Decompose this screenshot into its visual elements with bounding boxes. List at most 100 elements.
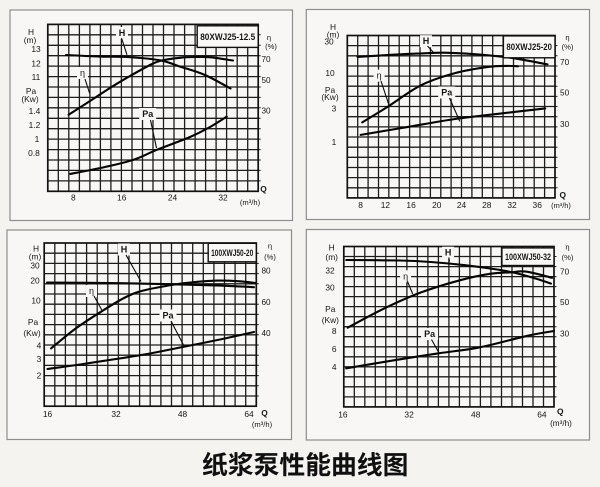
svg-text:3: 3 bbox=[37, 354, 42, 364]
svg-text:(m): (m) bbox=[327, 29, 340, 39]
svg-text:10: 10 bbox=[31, 295, 41, 305]
svg-text:H: H bbox=[33, 243, 39, 253]
svg-text:(m): (m) bbox=[29, 251, 42, 261]
svg-text:Q: Q bbox=[560, 190, 567, 200]
svg-text:4: 4 bbox=[37, 340, 42, 350]
svg-text:3: 3 bbox=[332, 103, 337, 113]
svg-text:Pa: Pa bbox=[142, 109, 154, 119]
svg-text:Q: Q bbox=[260, 184, 267, 194]
svg-text:100XWJ50-32: 100XWJ50-32 bbox=[505, 252, 551, 262]
svg-text:4: 4 bbox=[332, 362, 337, 372]
svg-text:1: 1 bbox=[332, 137, 337, 147]
svg-text:48: 48 bbox=[471, 410, 481, 420]
svg-text:32: 32 bbox=[507, 200, 517, 210]
svg-text:η: η bbox=[89, 286, 94, 296]
svg-text:(%): (%) bbox=[265, 42, 277, 51]
svg-text:(m): (m) bbox=[24, 35, 37, 45]
svg-text:(m³/h): (m³/h) bbox=[252, 420, 273, 429]
svg-text:H: H bbox=[329, 242, 335, 252]
svg-text:30: 30 bbox=[324, 37, 334, 47]
svg-text:η: η bbox=[403, 271, 408, 281]
svg-text:2: 2 bbox=[37, 370, 42, 380]
svg-text:(%): (%) bbox=[562, 43, 574, 52]
svg-text:16: 16 bbox=[338, 410, 348, 420]
svg-text:32: 32 bbox=[404, 410, 414, 420]
svg-text:Pa: Pa bbox=[424, 329, 436, 339]
svg-text:50: 50 bbox=[560, 298, 570, 307]
svg-text:50: 50 bbox=[261, 76, 271, 85]
svg-text:(m): (m) bbox=[325, 252, 338, 262]
svg-text:30: 30 bbox=[30, 260, 40, 270]
svg-text:H: H bbox=[119, 28, 126, 38]
svg-text:50: 50 bbox=[560, 88, 570, 97]
svg-text:η: η bbox=[377, 71, 382, 81]
svg-text:30: 30 bbox=[325, 283, 335, 293]
svg-text:H: H bbox=[121, 245, 128, 255]
svg-text:24: 24 bbox=[168, 192, 178, 202]
svg-text:16: 16 bbox=[43, 409, 53, 419]
svg-text:12: 12 bbox=[31, 59, 41, 69]
svg-text:(m³/h): (m³/h) bbox=[240, 198, 261, 207]
svg-text:64: 64 bbox=[537, 410, 547, 420]
svg-text:H: H bbox=[423, 36, 430, 46]
svg-text:H: H bbox=[445, 248, 452, 258]
svg-text:16: 16 bbox=[406, 200, 416, 210]
svg-text:28: 28 bbox=[482, 200, 492, 210]
svg-text:64: 64 bbox=[244, 409, 254, 419]
svg-text:(Kw): (Kw) bbox=[23, 328, 40, 338]
svg-text:η: η bbox=[268, 241, 272, 250]
svg-text:(Kw): (Kw) bbox=[321, 92, 338, 102]
svg-text:36: 36 bbox=[533, 200, 543, 210]
svg-text:Q: Q bbox=[261, 408, 268, 418]
svg-text:H: H bbox=[330, 22, 336, 32]
svg-text:(%): (%) bbox=[562, 253, 574, 262]
svg-text:32: 32 bbox=[325, 266, 335, 276]
svg-text:24: 24 bbox=[457, 200, 467, 210]
svg-text:η: η bbox=[80, 68, 85, 78]
svg-text:Q: Q bbox=[557, 407, 564, 417]
svg-text:η: η bbox=[565, 242, 569, 251]
svg-text:Pa: Pa bbox=[325, 85, 336, 95]
svg-text:80XWJ25-20: 80XWJ25-20 bbox=[506, 42, 552, 52]
svg-text:70: 70 bbox=[261, 55, 271, 64]
svg-text:H: H bbox=[28, 27, 34, 37]
svg-text:Pa: Pa bbox=[162, 311, 174, 321]
svg-text:48: 48 bbox=[178, 409, 188, 419]
svg-text:32: 32 bbox=[218, 192, 228, 202]
svg-text:8: 8 bbox=[332, 326, 337, 336]
svg-text:η: η bbox=[565, 33, 569, 42]
svg-text:8: 8 bbox=[71, 192, 76, 202]
svg-text:80: 80 bbox=[261, 266, 271, 275]
svg-text:(%): (%) bbox=[264, 252, 276, 261]
svg-text:10: 10 bbox=[325, 68, 335, 78]
svg-text:(m³/h): (m³/h) bbox=[550, 419, 572, 428]
svg-text:70: 70 bbox=[560, 268, 570, 277]
svg-text:30: 30 bbox=[560, 329, 570, 338]
svg-text:13: 13 bbox=[31, 44, 41, 54]
svg-text:1.2: 1.2 bbox=[29, 120, 41, 130]
svg-text:80XWJ25-12.5: 80XWJ25-12.5 bbox=[200, 32, 255, 42]
svg-text:40: 40 bbox=[261, 329, 271, 338]
svg-text:16: 16 bbox=[117, 192, 127, 202]
svg-text:30: 30 bbox=[560, 120, 570, 129]
svg-text:1.4: 1.4 bbox=[29, 106, 41, 116]
svg-text:Pa: Pa bbox=[325, 304, 336, 314]
svg-text:12: 12 bbox=[381, 200, 391, 210]
svg-text:60: 60 bbox=[261, 298, 271, 307]
svg-text:20: 20 bbox=[30, 275, 40, 285]
svg-text:Pa: Pa bbox=[441, 88, 453, 98]
svg-text:(Kw): (Kw) bbox=[21, 94, 38, 104]
svg-text:11: 11 bbox=[32, 72, 41, 82]
svg-text:32: 32 bbox=[111, 409, 121, 419]
svg-text:0.8: 0.8 bbox=[28, 148, 40, 158]
svg-text:(Kw): (Kw) bbox=[322, 315, 339, 325]
svg-text:70: 70 bbox=[560, 58, 570, 67]
svg-text:(m³/h): (m³/h) bbox=[551, 201, 571, 210]
svg-text:100XWJ50-20: 100XWJ50-20 bbox=[211, 248, 253, 258]
svg-text:η: η bbox=[267, 33, 271, 42]
svg-text:6: 6 bbox=[332, 344, 337, 354]
svg-text:30: 30 bbox=[261, 107, 271, 116]
svg-text:1: 1 bbox=[35, 134, 40, 144]
svg-text:8: 8 bbox=[358, 200, 363, 210]
svg-text:Pa: Pa bbox=[26, 86, 37, 96]
